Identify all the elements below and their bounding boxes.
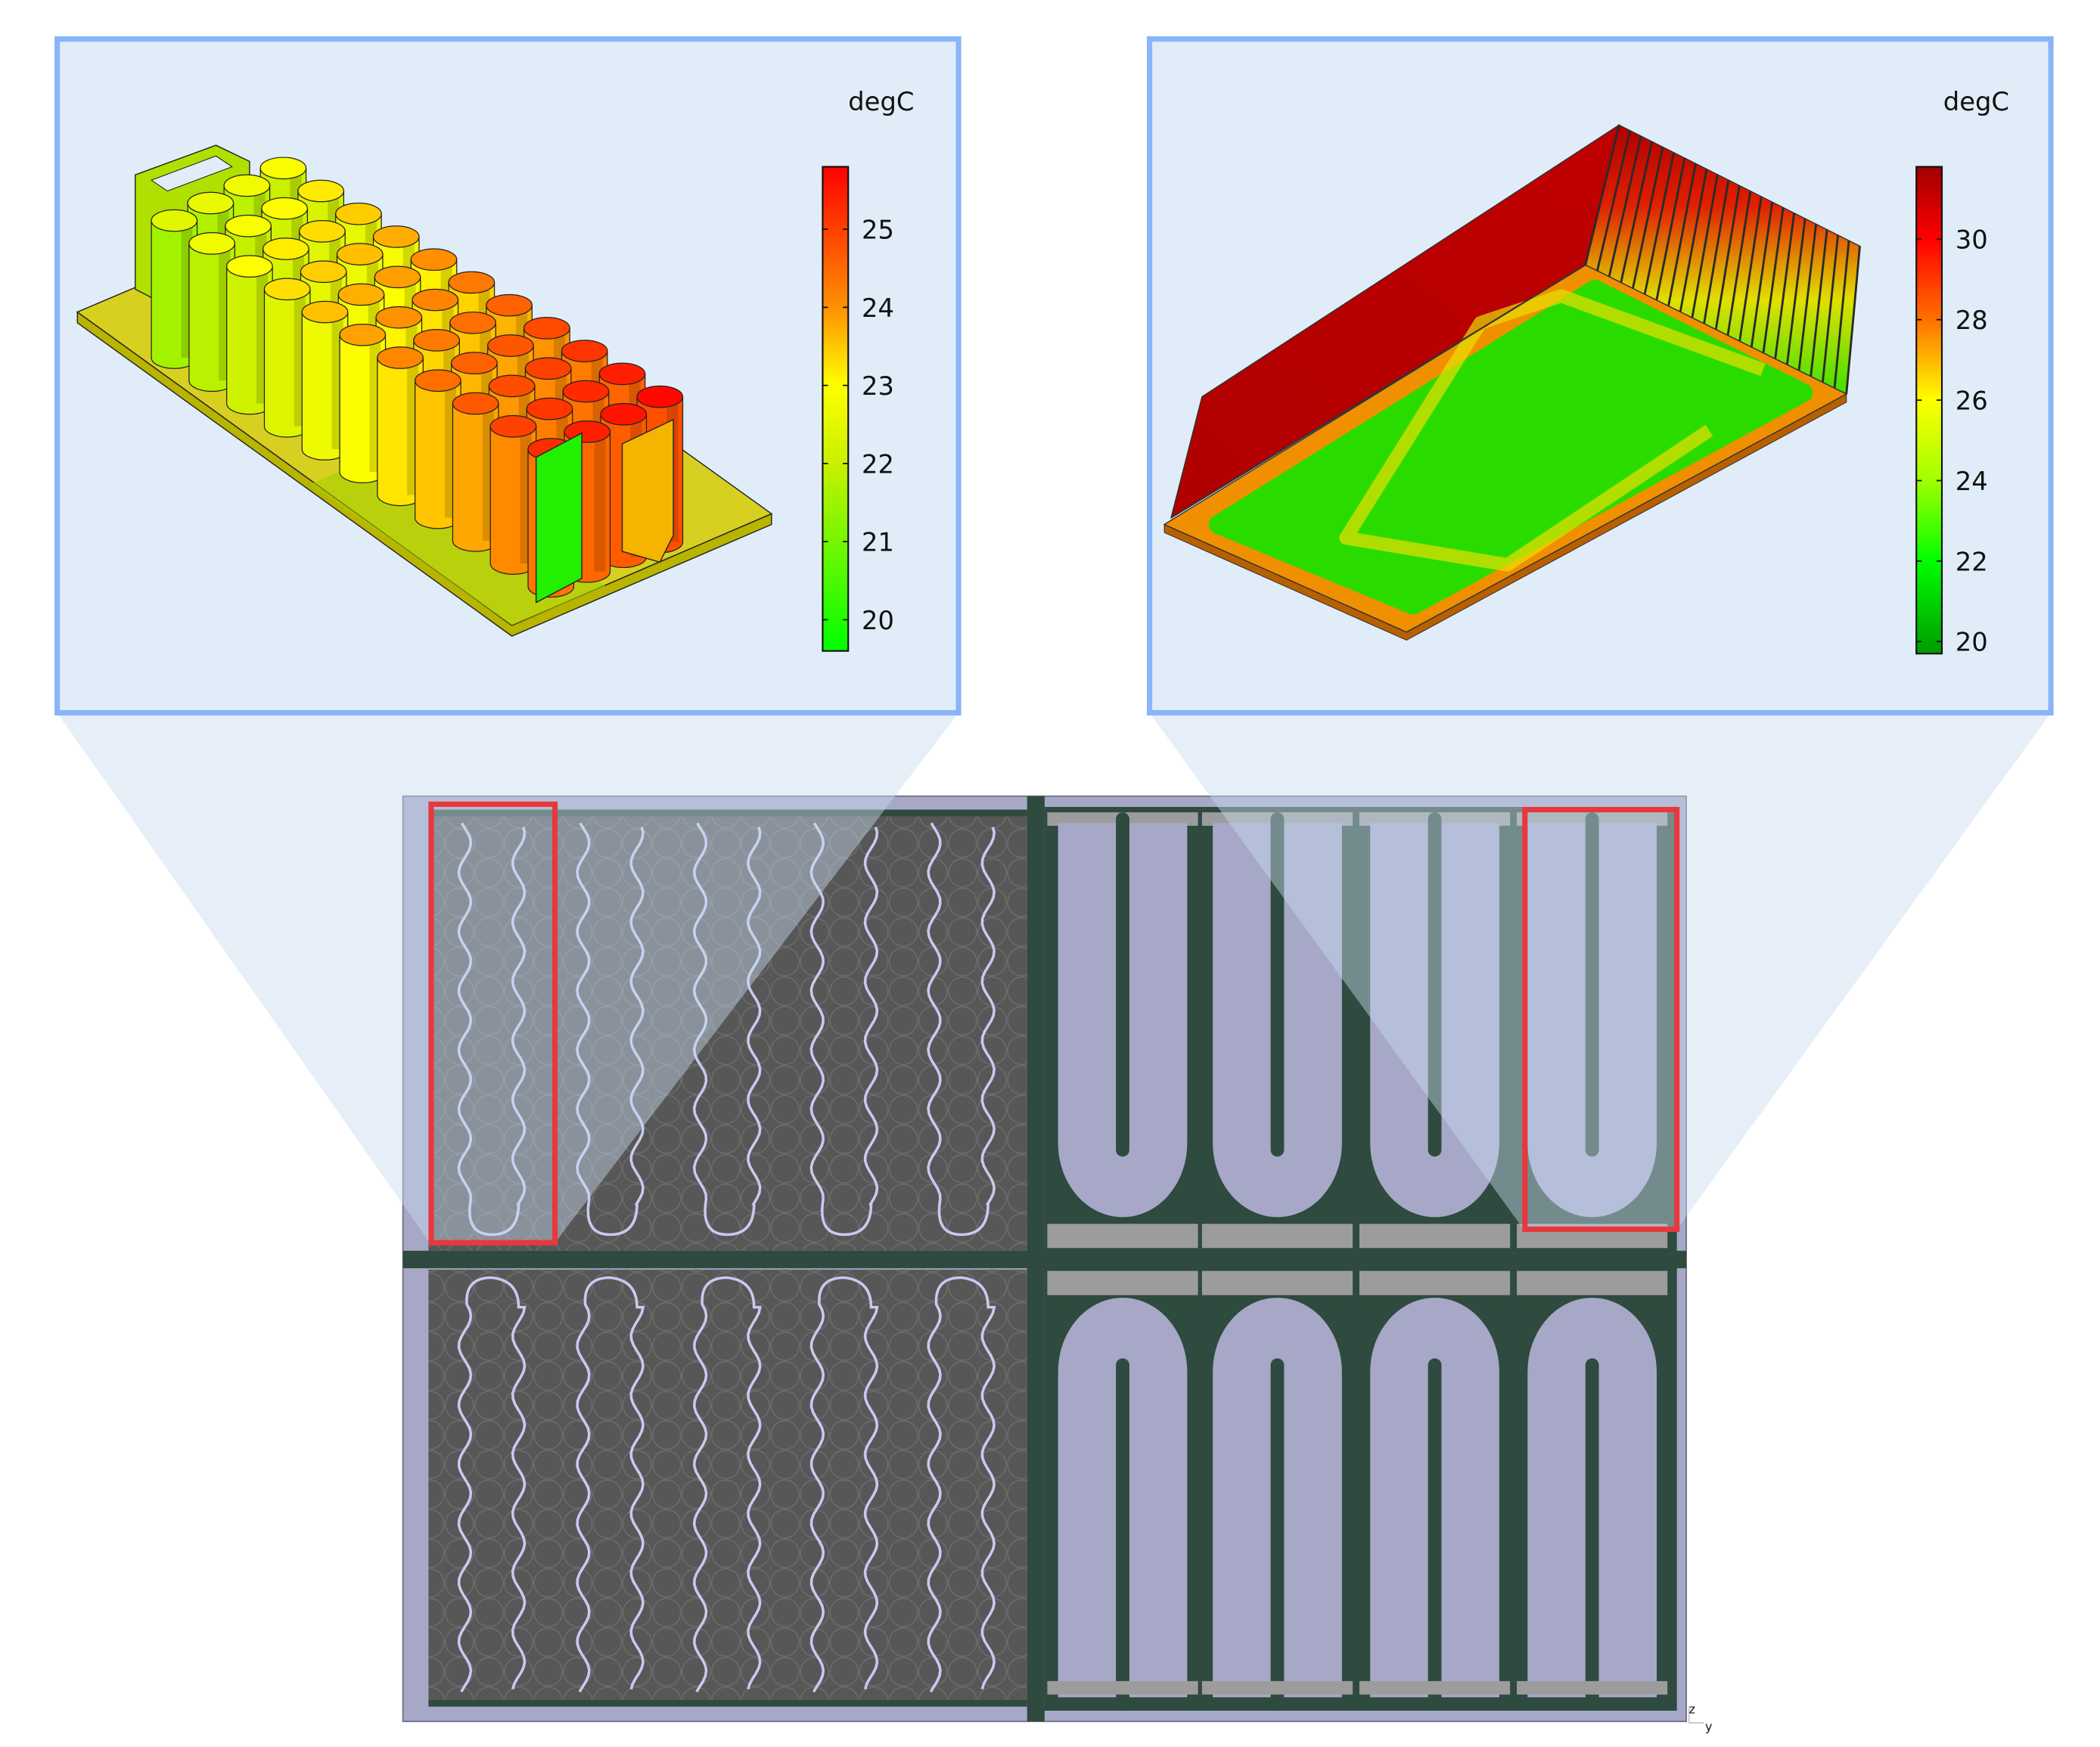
heat-sink-fin: [1691, 174, 1719, 318]
u-channel-cold-plates: [1047, 812, 1668, 1711]
highlight-box-cold-plate-module: [1522, 806, 1680, 1232]
channel-slot: [1427, 812, 1442, 1157]
cooling-channel: [576, 1276, 645, 1693]
heat-sink-fin: [1785, 218, 1806, 365]
panel-cold-plate: degC 30 28 26 24 22 20: [1147, 36, 2054, 716]
colorbar-unit-right: degC: [1943, 87, 2009, 116]
heat-sink-fin: [1797, 224, 1818, 371]
colorbar-tick-label: 24: [862, 293, 894, 323]
heat-sink-fin: [1714, 185, 1741, 330]
colorbar-tick-label: 22: [862, 449, 894, 479]
channel-slot: [1116, 812, 1129, 1157]
cold-plate-cell: [1517, 812, 1668, 1711]
front-cooling-fin: [535, 432, 582, 604]
cold-plate-3d: [1163, 123, 1861, 641]
colorbar-tick-label: 21: [862, 528, 894, 557]
colorbar-tick-label: 22: [1956, 547, 1988, 576]
colorbar-tick-label: 24: [1956, 467, 1988, 496]
heat-sink-fin: [1821, 234, 1840, 383]
colorbar-tick-label: 25: [862, 216, 894, 245]
colorbar-tick-label: 26: [1956, 386, 1988, 416]
frame-top-left: [428, 809, 1027, 817]
battery-cell: [339, 323, 387, 483]
axis-label-z: z: [1689, 1702, 1695, 1717]
heat-sink-fin: [1679, 169, 1708, 312]
cooling-channel: [576, 822, 645, 1237]
cylindrical-cells-lower: [428, 1269, 1027, 1703]
heat-sink-fin: [1703, 179, 1730, 324]
cooling-channel: [457, 822, 527, 1237]
frame-vertical-bar: [1027, 796, 1045, 1722]
cooling-channel: [927, 822, 996, 1237]
frame-bottom-left: [428, 1699, 1027, 1707]
heat-sink-fin: [1596, 130, 1632, 272]
heat-sink-fin: [1620, 141, 1654, 283]
colorbar-tick-label: 28: [1956, 306, 1988, 335]
cold-plate-cell: [1359, 812, 1511, 1711]
colorbar-tick-label: 30: [1956, 225, 1988, 255]
cylindrical-cells-upper: [428, 815, 1027, 1251]
heat-sink-fin: [1845, 246, 1861, 395]
heat-sink-fin: [1667, 163, 1697, 306]
channel-slot: [1585, 812, 1599, 1157]
highlight-box-cylinder-module: [428, 801, 558, 1246]
zoom-projection-right: [1149, 712, 2052, 1230]
cold-plate-cell: [1201, 812, 1353, 1711]
serpentine-channels: [457, 822, 996, 1693]
front-end-wall: [621, 418, 674, 563]
channel-slot: [1270, 1358, 1285, 1711]
channel-slot: [1270, 812, 1285, 1157]
colorbar-ticks-left: 25 24 23 22 21 20: [822, 216, 894, 635]
heat-sink-fin: [1608, 135, 1642, 278]
heat-sink-fin: [1726, 191, 1752, 336]
colorbar-left: [822, 166, 850, 652]
heat-sink-fin: [1810, 229, 1828, 377]
cold-plate-cool-zone: [1208, 279, 1813, 615]
panel-battery-cylinders: degC 25 24 23 22 21 20: [54, 36, 961, 716]
cold-plate-cell: [1047, 812, 1198, 1711]
colorbar-right: [1915, 166, 1943, 655]
heat-sink-fin: [1584, 125, 1620, 265]
heat-sink-fin: [1655, 157, 1686, 301]
battery-cell: [188, 232, 235, 393]
cooling-channel: [809, 822, 879, 1237]
cooling-channel: [692, 822, 762, 1237]
heat-sink-fin: [1833, 240, 1850, 389]
channel-slot: [1116, 1358, 1129, 1711]
heat-sink-fin: [1750, 202, 1774, 348]
cooling-channel: [457, 1276, 527, 1693]
cooling-channel: [809, 1276, 879, 1693]
cooling-channel: [927, 1276, 996, 1693]
end-wall-opening: [150, 155, 233, 192]
battery-cell: [377, 346, 424, 507]
colorbar-tick-label: 23: [862, 371, 894, 401]
heat-sink-fin: [1774, 213, 1796, 359]
battery-module-3d: [76, 144, 773, 637]
colorbar-unit-left: degC: [848, 87, 914, 116]
channel-slot: [1585, 1358, 1599, 1711]
channel-slot: [1427, 1358, 1442, 1711]
colorbar-tick-label: 20: [862, 606, 894, 635]
colorbar-tick-label: 20: [1956, 628, 1988, 657]
heat-sink-fin: [1738, 196, 1763, 342]
zoom-projection-left: [57, 712, 959, 1243]
coolant-channel-path: [1339, 289, 1766, 572]
battery-pack-layout: z y: [402, 795, 1712, 1734]
heat-sink-fin: [1632, 147, 1664, 289]
heat-sink-fins: [1584, 125, 1861, 395]
axis-triad: z y: [1688, 1702, 1712, 1734]
axis-label-y: y: [1705, 1720, 1712, 1734]
heat-sink-fin: [1643, 152, 1675, 295]
cooling-channel: [693, 1276, 763, 1693]
colorbar-ticks-right: 30 28 26 24 22 20: [1916, 225, 1988, 657]
heat-sink-fin: [1762, 207, 1785, 353]
